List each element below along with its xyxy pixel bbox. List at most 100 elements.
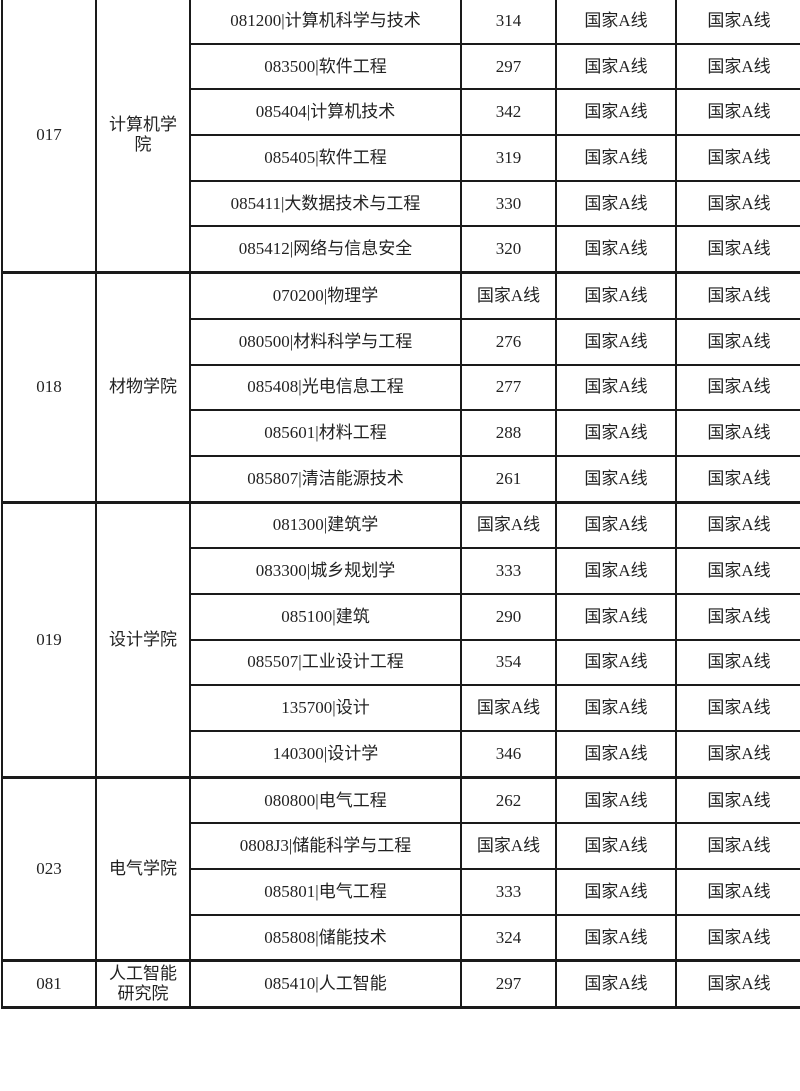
line-cell: 国家A线 <box>675 363 800 412</box>
table-row: 0808J3|储能科学与工程 国家A线 国家A线 国家A线 <box>2 822 800 871</box>
line-cell: 国家A线 <box>555 454 677 504</box>
line-cell: 国家A线 <box>555 547 677 595</box>
table-row: 023 电气学院 080800|电气工程 262 国家A线 国家A线 <box>1 776 800 963</box>
major-cell: 085412|网络与信息安全 <box>189 225 462 275</box>
table-row: 085404|计算机技术 342 国家A线 国家A线 <box>2 88 800 137</box>
score-cell: 330 <box>460 179 557 228</box>
major-cell: 081300|建筑学 <box>189 501 462 550</box>
college-code-cell: 023 <box>1 776 97 963</box>
line-cell: 国家A线 <box>675 684 800 732</box>
line-cell: 国家A线 <box>675 454 800 504</box>
table-row: 085405|软件工程 319 国家A线 国家A线 <box>2 134 800 182</box>
line-cell: 国家A线 <box>675 225 800 275</box>
table-row: 135700|设计 国家A线 国家A线 国家A线 <box>2 684 800 732</box>
major-cell: 0808J3|储能科学与工程 <box>189 822 462 871</box>
college-name-cell: 电气学院 <box>95 776 191 963</box>
college-code-cell: 018 <box>1 271 97 504</box>
line-cell: 国家A线 <box>555 638 677 687</box>
line-cell: 国家A线 <box>675 134 800 182</box>
table-row: 083500|软件工程 297 国家A线 国家A线 <box>2 42 800 91</box>
college-name: 计算机学院 <box>109 115 177 155</box>
table-row: 085801|电气工程 333 国家A线 国家A线 <box>2 868 800 916</box>
line-cell: 国家A线 <box>555 913 677 963</box>
major-cell: 070200|物理学 <box>189 271 462 320</box>
line-cell: 国家A线 <box>675 913 800 963</box>
line-cell: 国家A线 <box>675 868 800 916</box>
line-cell: 国家A线 <box>555 959 677 1010</box>
score-cell: 314 <box>460 0 557 45</box>
score-cell: 276 <box>460 317 557 366</box>
score-cell: 262 <box>460 776 557 825</box>
major-cell: 080800|电气工程 <box>189 776 462 825</box>
score-cell: 290 <box>460 592 557 641</box>
line-cell: 国家A线 <box>675 179 800 228</box>
line-cell: 国家A线 <box>675 959 800 1010</box>
line-cell: 国家A线 <box>675 317 800 366</box>
table-row: 085412|网络与信息安全 320 国家A线 国家A线 <box>2 225 800 275</box>
major-cell: 083500|软件工程 <box>189 42 462 91</box>
college-name: 设计学院 <box>109 629 177 649</box>
line-cell: 国家A线 <box>555 134 677 182</box>
score-cell: 国家A线 <box>460 271 557 320</box>
line-cell: 国家A线 <box>555 317 677 366</box>
table-row: 085808|储能技术 324 国家A线 国家A线 <box>2 913 800 963</box>
line-cell: 国家A线 <box>675 822 800 871</box>
college-name-cell: 设计学院 <box>95 501 191 779</box>
college-name: 人工智能研究院 <box>109 964 177 1004</box>
score-cell: 277 <box>460 363 557 412</box>
major-cell: 085507|工业设计工程 <box>189 638 462 687</box>
line-cell: 国家A线 <box>555 729 677 779</box>
score-cell: 国家A线 <box>460 684 557 732</box>
score-table: 017 计算机学院 081200|计算机科学与技术 314 国家A线 国家A线 083500… <box>1 0 800 1010</box>
score-cell: 297 <box>460 959 557 1010</box>
table-row: 017 计算机学院 081200|计算机科学与技术 314 国家A线 国家A线 <box>1 0 800 275</box>
table-row: 018 材物学院 070200|物理学 国家A线 国家A线 国家A线 <box>1 271 800 504</box>
line-cell: 国家A线 <box>675 409 800 457</box>
score-cell: 346 <box>460 729 557 779</box>
major-cell: 085408|光电信息工程 <box>189 363 462 412</box>
major-cell: 085100|建筑 <box>189 592 462 641</box>
table-row: 081 人工智能研究院 085410|人工智能 297 国家A线 国家A线 <box>1 959 800 1010</box>
college-code-cell: 081 <box>1 959 97 1010</box>
score-cell: 288 <box>460 409 557 457</box>
major-cell: 085801|电气工程 <box>189 868 462 916</box>
major-cell: 085807|清洁能源技术 <box>189 454 462 504</box>
score-cell: 320 <box>460 225 557 275</box>
line-cell: 国家A线 <box>555 776 677 825</box>
line-cell: 国家A线 <box>675 592 800 641</box>
major-cell: 085405|软件工程 <box>189 134 462 182</box>
college-name-cell: 计算机学院 <box>95 0 191 275</box>
line-cell: 国家A线 <box>555 592 677 641</box>
table-row: 019 设计学院 081300|建筑学 国家A线 国家A线 国家A线 <box>1 501 800 779</box>
line-cell: 国家A线 <box>675 547 800 595</box>
line-cell: 国家A线 <box>555 868 677 916</box>
score-cell: 342 <box>460 88 557 137</box>
line-cell: 国家A线 <box>675 42 800 91</box>
score-cell: 261 <box>460 454 557 504</box>
line-cell: 国家A线 <box>555 271 677 320</box>
score-cell: 319 <box>460 134 557 182</box>
major-cell: 135700|设计 <box>189 684 462 732</box>
college-name: 材物学院 <box>109 377 177 397</box>
table-row: 083300|城乡规划学 333 国家A线 国家A线 <box>2 547 800 595</box>
line-cell: 国家A线 <box>555 409 677 457</box>
college-code-cell: 017 <box>1 0 97 275</box>
table-row: 085507|工业设计工程 354 国家A线 国家A线 <box>2 638 800 687</box>
major-cell: 085411|大数据技术与工程 <box>189 179 462 228</box>
line-cell: 国家A线 <box>555 179 677 228</box>
score-cell: 333 <box>460 547 557 595</box>
major-cell: 085601|材料工程 <box>189 409 462 457</box>
table-row: 085601|材料工程 288 国家A线 国家A线 <box>2 409 800 457</box>
line-cell: 国家A线 <box>555 0 677 45</box>
line-cell: 国家A线 <box>675 776 800 825</box>
major-cell: 080500|材料科学与工程 <box>189 317 462 366</box>
major-cell: 081200|计算机科学与技术 <box>189 0 462 45</box>
line-cell: 国家A线 <box>675 638 800 687</box>
line-cell: 国家A线 <box>555 363 677 412</box>
college-code-cell: 019 <box>1 501 97 779</box>
table-row: 080500|材料科学与工程 276 国家A线 国家A线 <box>2 317 800 366</box>
line-cell: 国家A线 <box>675 271 800 320</box>
score-cell: 国家A线 <box>460 501 557 550</box>
line-cell: 国家A线 <box>555 822 677 871</box>
score-cell: 324 <box>460 913 557 963</box>
